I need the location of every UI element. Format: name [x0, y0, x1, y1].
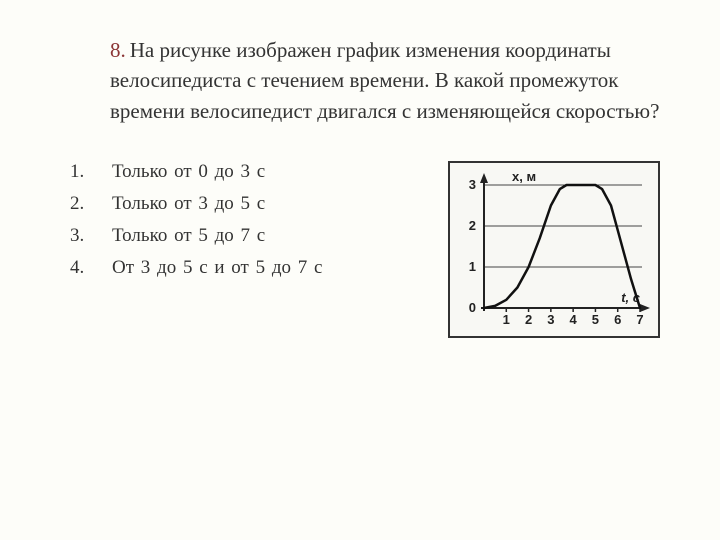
svg-text:х, м: х, м	[512, 169, 536, 184]
options-list: 1. Только от 0 до 3 с 2. Только от 3 до …	[110, 161, 322, 289]
option-number: 2.	[70, 193, 98, 215]
question-number: 8.	[110, 38, 126, 62]
svg-text:0: 0	[469, 300, 476, 315]
svg-text:2: 2	[525, 312, 532, 327]
option-text: Только от 0 до 3 с	[112, 161, 265, 183]
svg-text:3: 3	[547, 312, 554, 327]
option-text: Только от 5 до 7 с	[112, 225, 265, 247]
svg-text:3: 3	[469, 177, 476, 192]
svg-text:2: 2	[469, 218, 476, 233]
content-row: 1. Только от 0 до 3 с 2. Только от 3 до …	[110, 161, 660, 338]
option-text: Только от 3 до 5 с	[112, 193, 265, 215]
option-item: 3. Только от 5 до 7 с	[110, 225, 322, 247]
chart-box: 12345670123х, мt, с	[448, 161, 660, 338]
option-item: 4. От 3 до 5 с и от 5 до 7 с	[110, 257, 322, 279]
option-number: 1.	[70, 161, 98, 183]
svg-text:7: 7	[636, 312, 643, 327]
option-item: 1. Только от 0 до 3 с	[110, 161, 322, 183]
svg-text:4: 4	[570, 312, 578, 327]
option-text: От 3 до 5 с и от 5 до 7 с	[112, 257, 322, 279]
option-item: 2. Только от 3 до 5 с	[110, 193, 322, 215]
option-number: 4.	[70, 257, 98, 279]
svg-text:5: 5	[592, 312, 599, 327]
question-text: На рисунке изображен график изменения ко…	[110, 38, 659, 123]
svg-text:1: 1	[469, 259, 476, 274]
chart-container: 12345670123х, мt, с	[448, 161, 660, 338]
svg-text:6: 6	[614, 312, 621, 327]
option-number: 3.	[70, 225, 98, 247]
position-time-chart: 12345670123х, мt, с	[454, 167, 654, 332]
question-block: 8. На рисунке изображен график изменения…	[110, 35, 660, 126]
svg-text:1: 1	[503, 312, 510, 327]
